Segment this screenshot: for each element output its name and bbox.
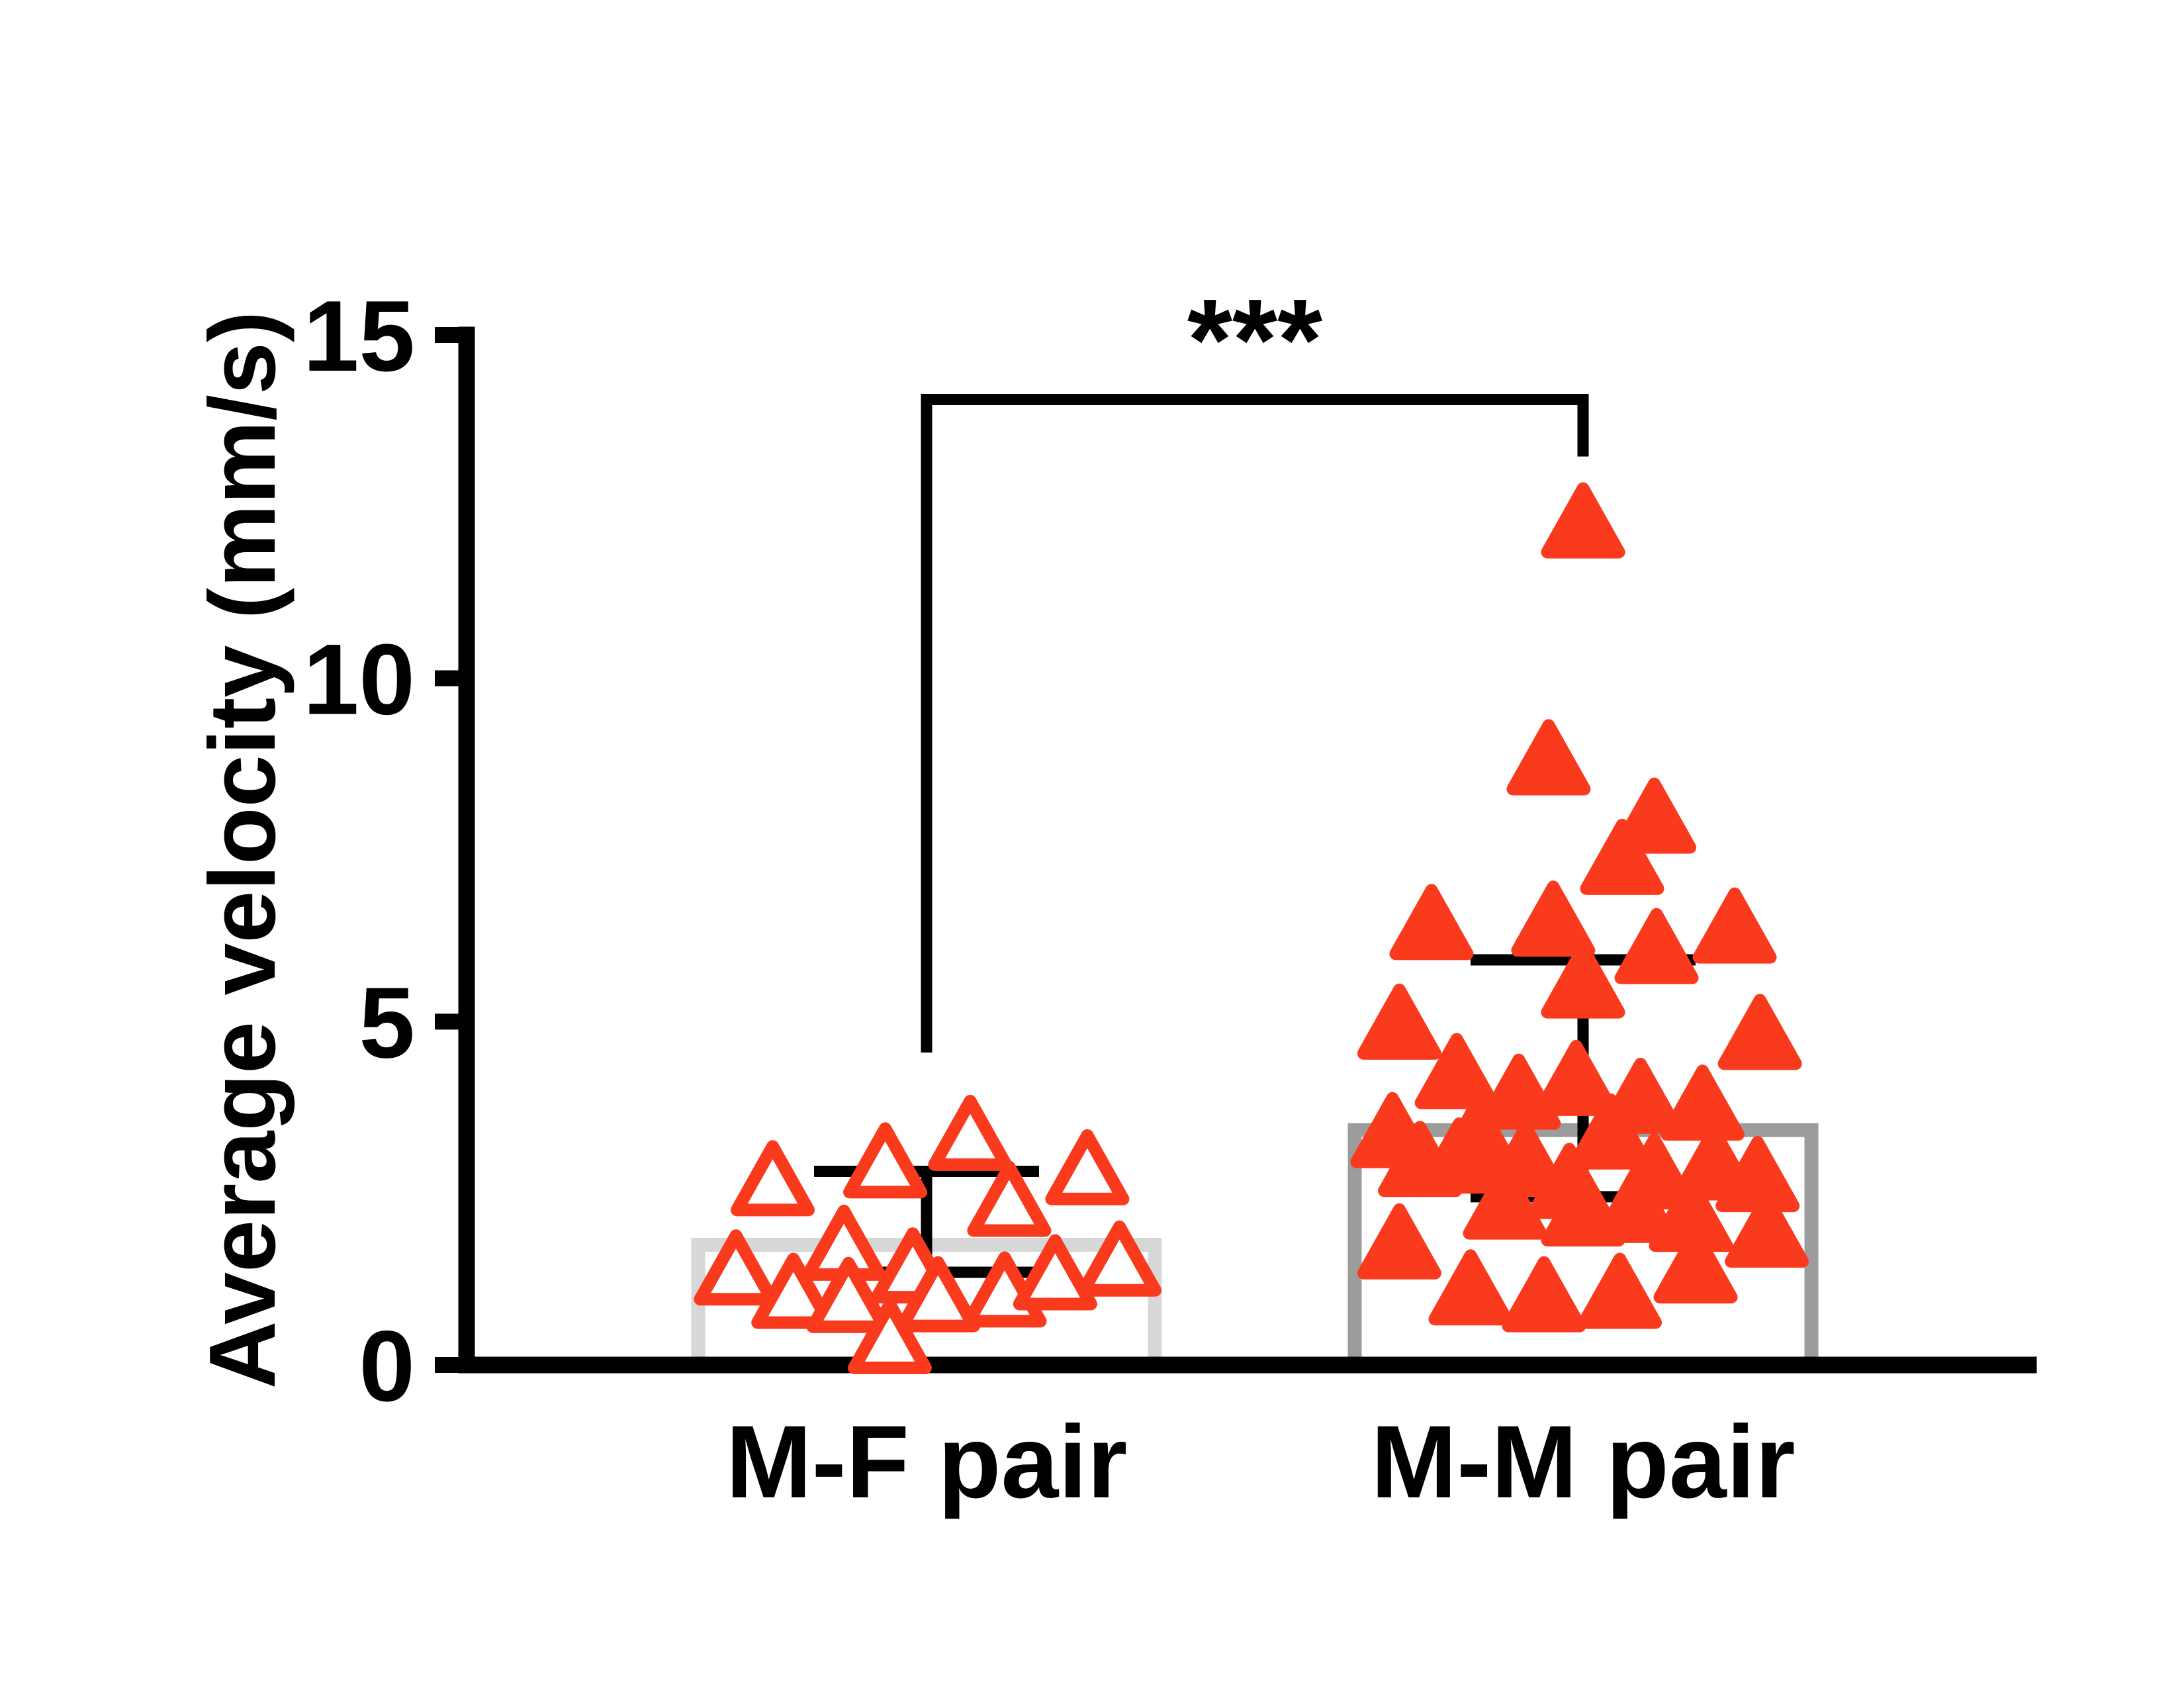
x-category-label: M-M pair — [1371, 1405, 1795, 1520]
data-point-filled-triangle — [1511, 880, 1596, 957]
data-point-filled-triangle — [1357, 983, 1441, 1060]
data-point-filled-triangle — [1725, 1192, 1809, 1268]
data-point-filled-triangle — [1502, 1256, 1586, 1333]
data-point-filled-triangle — [1717, 994, 1802, 1070]
data-point-filled-triangle — [1580, 818, 1664, 895]
y-tick-label: 15 — [303, 280, 415, 393]
data-point-filled-triangle — [1578, 1252, 1662, 1329]
data-point-filled-triangle — [1612, 777, 1697, 854]
data-point-open-triangle — [847, 1297, 932, 1374]
y-tick-label: 10 — [303, 624, 415, 736]
data-point-filled-triangle — [1534, 1039, 1619, 1116]
significance-label: *** — [1187, 276, 1322, 405]
data-point-open-triangle — [1077, 1220, 1161, 1297]
data-point-filled-triangle — [1389, 884, 1474, 961]
data-point-filled-triangle — [1692, 887, 1777, 964]
y-tick-label: 5 — [359, 966, 415, 1079]
data-point-open-triangle — [806, 1256, 891, 1333]
x-category-label: M-F pair — [726, 1405, 1128, 1520]
data-point-filled-triangle — [1614, 908, 1699, 984]
data-point-filled-triangle — [1357, 1203, 1441, 1280]
data-point-filled-triangle — [1541, 482, 1625, 559]
data-point-open-triangle — [967, 1160, 1052, 1237]
data-point-filled-triangle — [1463, 1163, 1547, 1240]
data-point-open-triangle — [694, 1229, 778, 1306]
data-point-open-triangle — [1013, 1234, 1097, 1311]
y-tick-label: 0 — [359, 1310, 415, 1423]
data-point-open-triangle — [843, 1122, 928, 1199]
data-point-open-triangle — [731, 1140, 815, 1217]
data-point-filled-triangle — [1506, 719, 1591, 796]
data-point-open-triangle — [928, 1094, 1013, 1171]
data-point-filled-triangle — [1569, 1093, 1653, 1170]
data-point-filled-triangle — [1594, 1166, 1678, 1243]
data-point-filled-triangle — [1541, 942, 1625, 1019]
data-point-filled-triangle — [1477, 1053, 1561, 1130]
data-point-filled-triangle — [1660, 1064, 1745, 1141]
data-point-filled-triangle — [1417, 1117, 1502, 1194]
data-point-open-triangle — [1045, 1129, 1130, 1205]
significance-bracket — [921, 394, 1589, 1053]
data-point-open-triangle — [751, 1252, 836, 1329]
data-point-filled-triangle — [1653, 1227, 1738, 1304]
data-point-filled-triangle — [1414, 1033, 1499, 1109]
data-point-filled-triangle — [1428, 1249, 1513, 1326]
data-point-open-triangle — [895, 1256, 980, 1333]
y-axis-label: Average velocity (mm/s) — [190, 311, 295, 1389]
